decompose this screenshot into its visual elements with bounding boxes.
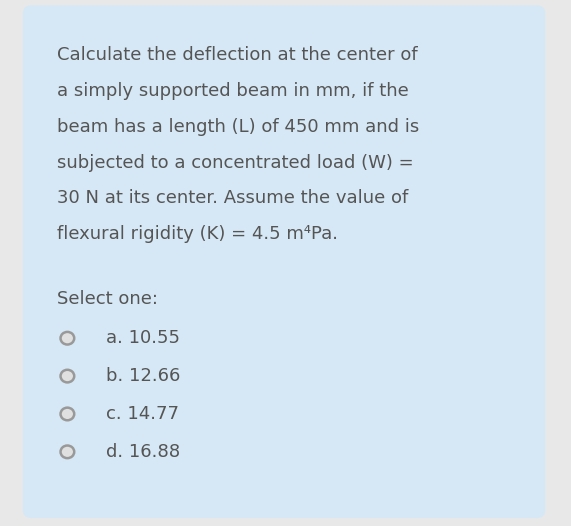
Text: d. 16.88: d. 16.88 [106, 443, 180, 461]
Circle shape [61, 408, 74, 420]
Circle shape [61, 370, 74, 382]
Circle shape [61, 446, 74, 458]
Text: flexural rigidity (K) = 4.5 m⁴Pa.: flexural rigidity (K) = 4.5 m⁴Pa. [57, 225, 338, 243]
Text: 30 N at its center. Assume the value of: 30 N at its center. Assume the value of [57, 189, 408, 207]
Text: c. 14.77: c. 14.77 [106, 405, 179, 423]
Text: b. 12.66: b. 12.66 [106, 367, 180, 385]
Text: beam has a length (L) of 450 mm and is: beam has a length (L) of 450 mm and is [57, 118, 419, 136]
Text: Select one:: Select one: [57, 290, 158, 308]
Circle shape [61, 332, 74, 345]
Text: Calculate the deflection at the center of: Calculate the deflection at the center o… [57, 46, 418, 64]
Text: a simply supported beam in mm, if the: a simply supported beam in mm, if the [57, 82, 409, 100]
Text: a. 10.55: a. 10.55 [106, 329, 180, 347]
Text: subjected to a concentrated load (W) =: subjected to a concentrated load (W) = [57, 154, 414, 171]
